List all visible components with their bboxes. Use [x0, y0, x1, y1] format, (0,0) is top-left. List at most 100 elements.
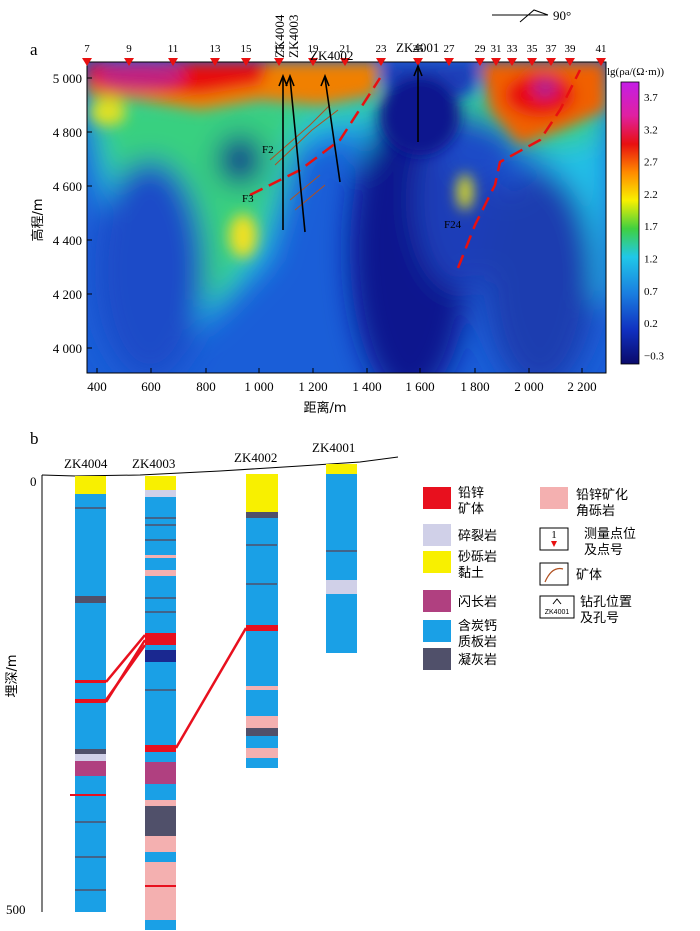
- station-number: 37: [546, 43, 558, 55]
- lithology-layer: [145, 497, 176, 555]
- ore-body-icon: [539, 562, 569, 586]
- lithology-layer: [246, 686, 278, 690]
- colorbar-tick-label: 3.7: [644, 92, 658, 104]
- station-number: 11: [168, 43, 179, 55]
- lithology-layer: [246, 716, 278, 728]
- depth-axis-title: 埋深/m: [5, 654, 20, 697]
- station-marker-icon: [565, 58, 575, 66]
- station-marker-icon: [475, 58, 485, 66]
- lithology-layer: [75, 703, 106, 749]
- legend-label: 测量点位: [584, 527, 636, 542]
- lithology-layer: [145, 852, 176, 862]
- x-tick-label: 2 200: [567, 379, 596, 394]
- resistivity-section: [87, 62, 606, 373]
- lithology-layer: [145, 555, 176, 558]
- lithology-layer: [246, 728, 278, 736]
- lithology-layer: [246, 625, 278, 631]
- colorbar-ticks: 3.7 3.2 2.7 2.2 1.7 1.2 0.7 0.2 −0.3: [644, 92, 664, 362]
- lithology-layer: [75, 761, 106, 776]
- fault-label-f3: F3: [242, 193, 254, 205]
- station-marker-icon: [124, 58, 134, 66]
- legend-swatch: [423, 620, 451, 642]
- station-number: 9: [126, 43, 132, 55]
- well-columns: [70, 464, 357, 930]
- y-axis-ticks: 5 000 4 800 4 600 4 400 4 200 4 000: [53, 71, 92, 356]
- lithology-layer: [326, 580, 357, 594]
- station-marker-icon: [274, 58, 284, 66]
- fault-f24-line: [456, 69, 582, 269]
- lithology-layer: [246, 474, 278, 512]
- lithology-layer: [145, 633, 176, 645]
- lithology-layer: [246, 736, 278, 748]
- lithology-layer: [246, 690, 278, 716]
- lithology-layer: [145, 752, 176, 762]
- legend-label: 钻孔位置: [580, 595, 632, 610]
- lithology-layer: [145, 662, 176, 745]
- station-marker-icon: [527, 58, 537, 66]
- survey-point-icon: [539, 527, 569, 551]
- station-marker-icon: [413, 58, 423, 66]
- lithology-layer: [326, 474, 357, 580]
- borehole-label-zk4004: ZK4004: [272, 14, 287, 58]
- y-tick-label: 4 800: [53, 125, 82, 140]
- lithology-layer: [75, 776, 106, 912]
- legend-label: 质板岩: [458, 635, 497, 650]
- well-label-zk4003: ZK4003: [132, 456, 175, 471]
- station-marker-icon: [210, 58, 220, 66]
- borehole-label-zk4001: ZK4001: [396, 40, 439, 55]
- lithology-layer: [326, 464, 357, 474]
- station-number: 25: [413, 43, 425, 55]
- x-tick-label: 1 200: [298, 379, 327, 394]
- lithology-layer: [145, 558, 176, 570]
- station-number: 41: [596, 43, 607, 55]
- x-tick-label: 800: [196, 379, 216, 394]
- station-number: 31: [491, 43, 502, 55]
- legend-label: 矿体: [458, 502, 484, 517]
- lithology-layer: [145, 570, 176, 576]
- station-marker-icon: [82, 58, 92, 66]
- depth-top-label: 0: [30, 474, 37, 489]
- station-marker-icon: [507, 58, 517, 66]
- lithology-layer: [75, 699, 106, 703]
- station-number: 39: [565, 43, 577, 55]
- legend-label: 闪长岩: [458, 595, 497, 610]
- y-tick-label: 4 400: [53, 233, 82, 248]
- x-axis-ticks: 400 600 800 1 000 1 200 1 400 1 600 1 800 2 000 2…: [87, 368, 597, 394]
- y-tick-label: 5 000: [53, 71, 82, 86]
- x-tick-label: 400: [87, 379, 107, 394]
- station-number: 23: [376, 43, 388, 55]
- station-number: 17: [274, 43, 286, 55]
- y-axis-title: 高程/m: [30, 198, 46, 241]
- lithology-layer: [145, 576, 176, 633]
- legend-label: 黏土: [458, 565, 484, 581]
- legend-sample-point: 1: [551, 529, 557, 541]
- colorbar: [620, 81, 640, 365]
- lithology-layer: [326, 594, 357, 653]
- station-marker-icon: [376, 58, 386, 66]
- lithology-layer: [246, 748, 278, 758]
- station-number: 7: [84, 43, 90, 55]
- lithology-layer: [75, 603, 106, 680]
- colorbar-tick-label: 2.2: [644, 189, 658, 201]
- legend-swatch: [423, 524, 451, 546]
- legend-label: 碎裂岩: [458, 529, 497, 544]
- station-number: 15: [241, 43, 253, 55]
- station-marker-icon: [241, 58, 251, 66]
- lithology-layer: [145, 490, 176, 497]
- x-tick-label: 1 400: [352, 379, 381, 394]
- survey-stations: 7 9 11 13 15 17 19 21 23 25 27 29 31 33 35 37 39 41: [82, 43, 607, 66]
- station-marker-icon: [491, 58, 501, 66]
- legend-label: 砂砾岩: [458, 550, 497, 565]
- lithology-layer: [246, 518, 278, 625]
- lithology-layer: [75, 749, 106, 754]
- lithology-layer: [145, 784, 176, 800]
- station-number: 35: [527, 43, 539, 55]
- lithology-layer: [145, 836, 176, 852]
- lithology-layer: [145, 645, 176, 650]
- legend-label: 铅锌: [458, 486, 484, 501]
- x-tick-label: 1 600: [405, 379, 434, 394]
- lithology-layer: [75, 494, 106, 596]
- x-axis-title: 距离/m: [303, 400, 346, 416]
